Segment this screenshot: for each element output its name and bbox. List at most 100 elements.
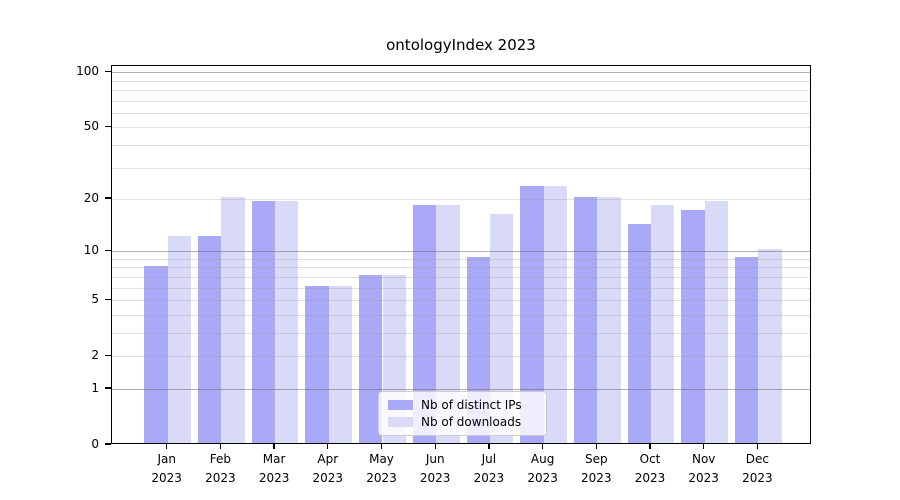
x-tick-mark (703, 444, 705, 449)
y-tick-mark (105, 197, 111, 199)
bar-downloads-feb (221, 197, 245, 443)
x-tick-label-jul: Jul 2023 (461, 450, 517, 488)
bar-downloads-jun (436, 205, 460, 443)
x-tick-month: Jul (481, 452, 497, 466)
minor-gridline (112, 277, 810, 278)
x-tick-label-may: May 2023 (354, 450, 410, 488)
x-tick-label-dec: Dec 2023 (729, 450, 785, 488)
major-gridline (112, 72, 810, 74)
y-tick-mark (105, 443, 111, 445)
major-gridline (112, 389, 810, 390)
x-tick-mark (380, 444, 383, 449)
plot-area (111, 65, 811, 444)
x-tick-month: Dec (745, 452, 769, 466)
x-tick-mark (166, 444, 168, 449)
legend-swatch-distinct-ips (388, 400, 413, 410)
bar-distinct-ips-nov (681, 209, 705, 443)
minor-gridline (112, 314, 810, 316)
y-tick-label: 5 (91, 292, 99, 307)
minor-gridline (112, 127, 810, 129)
x-tick-year: 2023 (366, 471, 397, 485)
x-tick-month: Aug (530, 452, 555, 466)
bar-downloads-oct (651, 205, 675, 443)
y-tick-label: 2 (91, 348, 99, 363)
bar-downloads-nov (704, 200, 729, 443)
x-tick-label-sep: Sep 2023 (568, 450, 624, 488)
x-tick-mark (541, 444, 544, 449)
legend-label-distinct-ips: Nb of distinct IPs (421, 398, 522, 412)
y-tick-mark (105, 249, 111, 251)
x-tick-mark (434, 444, 436, 449)
y-tick-label: 20 (83, 191, 99, 206)
x-tick-month: Mar (262, 452, 286, 466)
minor-gridline (112, 167, 810, 169)
bar-downloads-aug (543, 186, 567, 443)
legend-entry-distinct-ips: Nb of distinct IPs (388, 398, 546, 412)
bar-downloads-dec (758, 249, 782, 443)
x-tick-mark (273, 444, 275, 449)
x-tick-mark (756, 444, 759, 449)
x-tick-year: 2023 (258, 471, 290, 485)
minor-gridline (112, 267, 810, 269)
minor-gridline (112, 100, 810, 102)
x-tick-label-jan: Jan 2023 (139, 450, 195, 488)
x-tick-year: 2023 (151, 471, 182, 485)
x-tick-mark (219, 444, 222, 449)
bar-downloads-mar (275, 200, 299, 443)
x-tick-year: 2023 (473, 471, 505, 485)
x-tick-label-apr: Apr 2023 (300, 450, 356, 488)
x-tick-month: Jun (425, 452, 445, 466)
bar-distinct-ips-sep (573, 197, 598, 443)
x-tick-year: 2023 (634, 471, 666, 485)
x-tick-label-mar: Mar 2023 (246, 450, 302, 488)
x-tick-year: 2023 (527, 471, 558, 485)
major-gridline (112, 251, 810, 253)
x-tick-year: 2023 (419, 471, 451, 485)
x-tick-year: 2023 (312, 471, 344, 485)
bar-distinct-ips-jun (412, 205, 437, 443)
x-tick-month: Apr (317, 452, 339, 466)
x-tick-year: 2023 (742, 471, 773, 485)
bar-distinct-ips-jan (144, 265, 168, 443)
x-tick-mark (649, 444, 651, 449)
y-tick-mark (105, 70, 111, 72)
y-tick-mark (105, 354, 111, 356)
y-tick-mark (105, 298, 111, 300)
x-tick-year: 2023 (581, 471, 612, 485)
x-tick-label-aug: Aug 2023 (515, 450, 571, 488)
legend-label-downloads: Nb of downloads (421, 415, 522, 429)
bar-downloads-jul (489, 214, 514, 443)
y-tick-label: 50 (83, 119, 99, 134)
legend: Nb of distinct IPs Nb of downloads (378, 391, 547, 436)
bar-distinct-ips-dec (735, 256, 759, 443)
x-tick-label-nov: Nov 2023 (676, 450, 732, 488)
x-tick-mark (488, 444, 490, 449)
bar-downloads-sep (597, 197, 621, 443)
bar-distinct-ips-feb (198, 235, 222, 443)
bar-downloads-apr (328, 285, 353, 443)
minor-gridline (112, 144, 810, 146)
y-tick-label: 10 (83, 243, 99, 258)
x-tick-year: 2023 (205, 471, 236, 485)
minor-gridline (112, 112, 810, 114)
y-tick-mark (105, 387, 111, 389)
x-tick-mark (595, 444, 597, 449)
y-tick-mark (105, 125, 111, 127)
legend-swatch-downloads (388, 417, 413, 427)
bar-distinct-ips-mar (251, 200, 276, 443)
y-tick-label: 1 (91, 381, 99, 395)
legend-entry-downloads: Nb of downloads (388, 415, 546, 429)
x-tick-mark (327, 444, 329, 449)
bar-distinct-ips-aug (520, 186, 544, 443)
minor-gridline (112, 258, 810, 260)
minor-gridline (112, 333, 810, 334)
bar-downloads-jan (167, 235, 192, 443)
chart-title: ontologyIndex 2023 (386, 36, 536, 54)
x-tick-year: 2023 (688, 471, 719, 485)
x-tick-month: Sep (584, 452, 608, 466)
minor-gridline (112, 80, 810, 82)
x-tick-month: Jan (157, 452, 176, 466)
x-tick-label-jun: Jun 2023 (407, 450, 463, 488)
minor-gridline (112, 89, 810, 91)
